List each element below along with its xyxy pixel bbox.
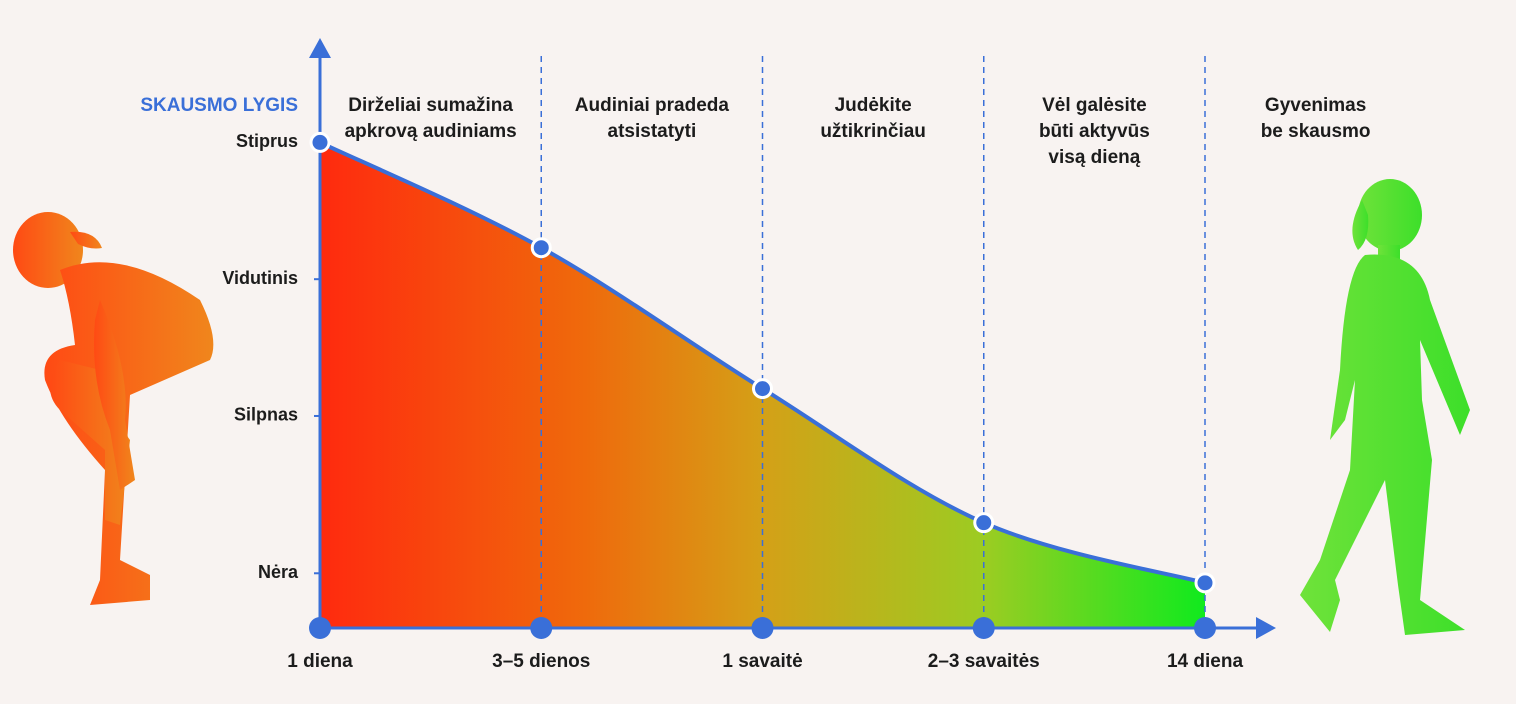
x-tick-dot [972,617,995,639]
stage-label: Gyvenimas [1265,95,1366,116]
x-tick-dot [309,617,331,639]
x-tick-label: 1 savaitė [722,651,802,672]
stage-label: būti aktyvūs [1039,121,1150,142]
x-tick-dot [1194,617,1216,639]
stage-label: Dirželiai sumažina [348,95,513,116]
sad-figure [13,212,214,605]
x-tick-dot [530,617,553,639]
data-point [752,378,773,400]
x-tick-label: 14 diena [1167,651,1243,672]
x-tick-label: 3–5 dienos [492,651,590,672]
x-axis-arrow [1256,617,1276,639]
data-point [973,512,995,534]
stage-label: visą dieną [1048,147,1140,168]
stage-label: Judėkite [835,95,912,116]
x-tick-dot [751,617,774,639]
y-tick-label: Stiprus [236,131,298,151]
stage-label: Vėl galėsite [1042,95,1147,116]
stage-label: Audiniai pradeda [575,95,730,116]
stage-label: užtikrinčiau [820,121,926,142]
data-point [1194,572,1216,594]
y-tick-label: Nėra [258,562,299,582]
x-tick-label: 2–3 savaitės [928,651,1040,672]
y-axis-title: SKAUSMO LYGIS [140,95,298,116]
y-tick-label: Silpnas [234,405,298,425]
y-axis-arrow [309,38,331,58]
y-tick-label: Vidutinis [222,268,298,288]
x-tick-label: 1 diena [287,651,353,672]
stage-label: be skausmo [1261,121,1371,142]
happy-figure [1300,179,1470,635]
area-fill [320,142,1205,628]
data-point [309,131,331,153]
data-point [530,237,552,259]
stage-label: atsistatyti [608,121,697,142]
stage-label: apkrovą audiniams [345,121,517,142]
